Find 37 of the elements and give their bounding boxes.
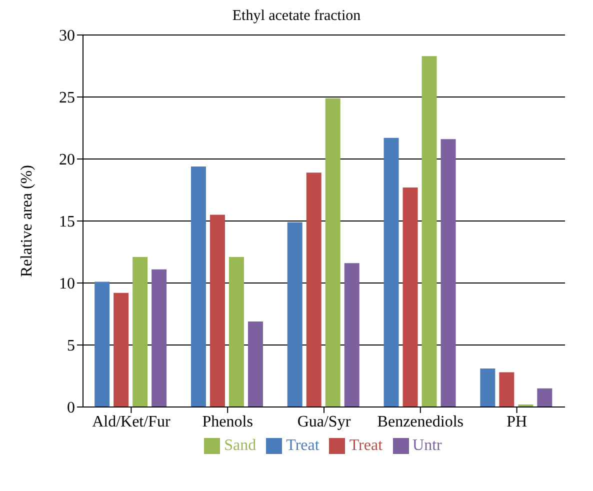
x-tick-label: Ald/Ket/Fur: [92, 413, 171, 430]
bar: [537, 388, 552, 407]
bar: [344, 263, 360, 407]
y-tick-label: 0: [67, 400, 75, 417]
bar: [190, 166, 206, 407]
y-tick-label: 25: [59, 90, 75, 107]
bar: [402, 188, 418, 407]
y-tick-label: 30: [59, 28, 75, 45]
legend-label: Treat: [349, 437, 383, 454]
y-tick-label: 10: [59, 276, 75, 293]
bar: [287, 222, 302, 407]
bar: [325, 98, 340, 407]
y-tick-label: 20: [59, 152, 75, 169]
bar: [384, 138, 399, 407]
bar: [132, 256, 148, 407]
x-tick-label: Benzenediols: [377, 413, 464, 430]
chart-title: Ethyl acetate fraction: [231, 8, 362, 25]
bar: [210, 214, 225, 407]
x-tick-label: PH: [506, 413, 528, 430]
x-tick-label: Phenols: [202, 413, 253, 430]
bar: [94, 282, 110, 407]
y-tick-label: 15: [59, 214, 75, 231]
bar: [499, 372, 514, 407]
legend-label: Treat: [286, 437, 320, 454]
bar: [306, 172, 322, 407]
bar: [480, 368, 496, 407]
legend-label: Untr: [412, 437, 442, 454]
bar: [228, 256, 244, 407]
x-tick-label: Gua/Syr: [297, 413, 352, 430]
y-axis-title: Relative area (%): [18, 165, 36, 277]
bar: [152, 269, 167, 407]
bar: [114, 292, 129, 407]
bar: [422, 56, 437, 407]
y-tick-label: 5: [67, 338, 75, 355]
bar: [440, 139, 456, 407]
legend-label: Sand: [224, 437, 256, 454]
bar: [248, 321, 263, 407]
